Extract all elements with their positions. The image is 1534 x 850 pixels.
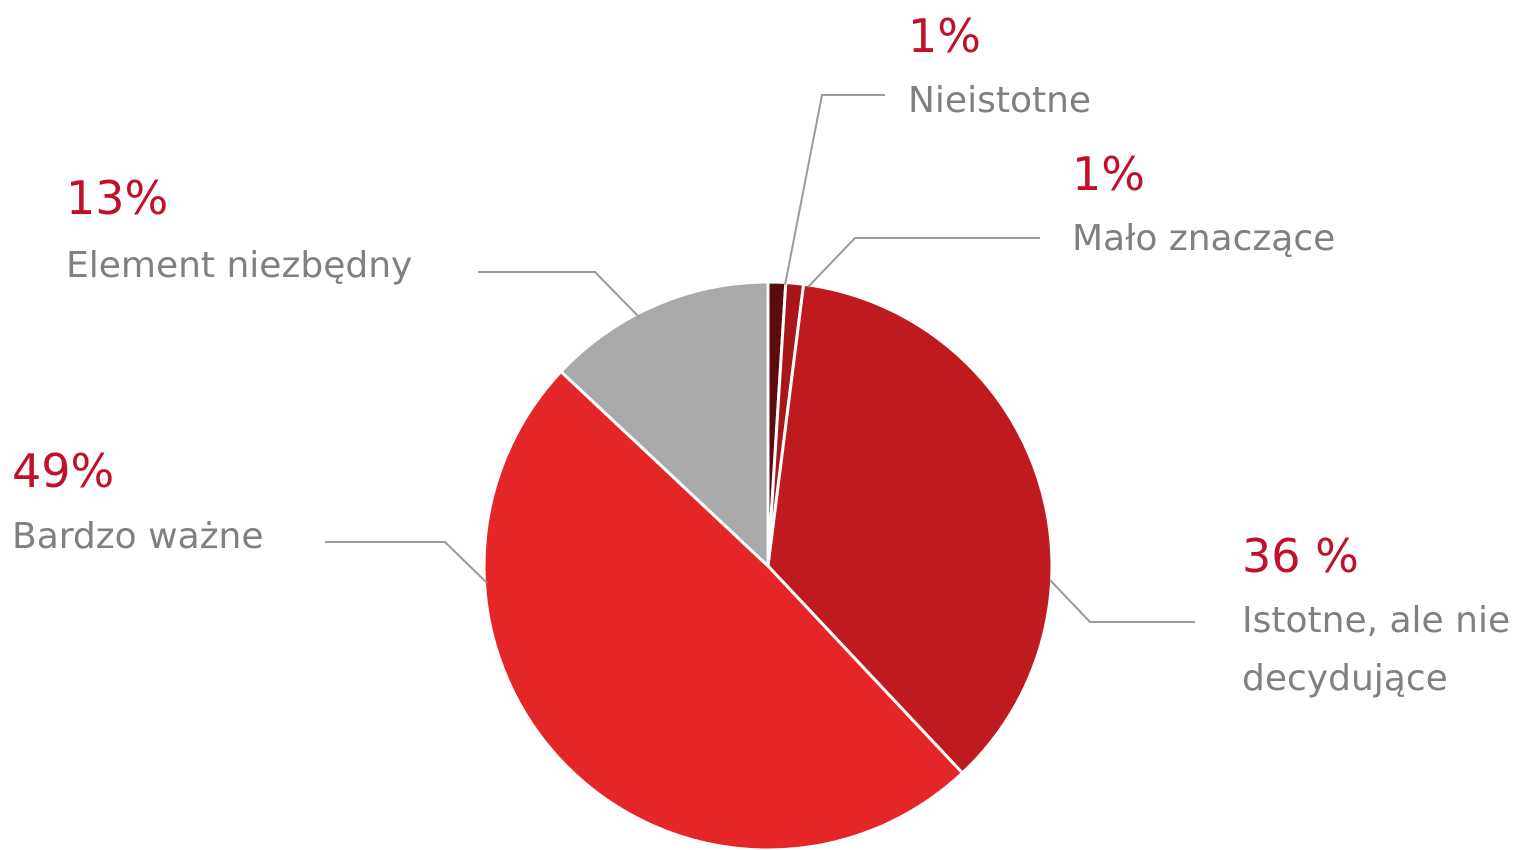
leader-line	[784, 94, 885, 286]
pie-slice	[558, 280, 770, 570]
slice-name-label: Bardzo ważne	[12, 516, 264, 557]
pie-slice	[482, 369, 965, 850]
leader-line	[478, 271, 641, 319]
slice-name-label: Element niezbędny	[66, 245, 413, 286]
slice-name-label: Istotne, ale nie decydujące	[1242, 600, 1511, 699]
slice-value-label: 49%	[12, 444, 115, 498]
leader-line	[807, 237, 1040, 288]
slice-value-label: 1%	[908, 9, 981, 63]
leader-line	[325, 541, 488, 584]
slice-name-label: Mało znaczące	[1072, 218, 1336, 259]
slice-value-label: 1%	[1072, 147, 1145, 201]
slice-value-label: 13%	[66, 171, 169, 225]
leader-line	[1049, 579, 1195, 623]
slice-name-label: Nieistotne	[908, 80, 1092, 121]
slice-value-label: 36 %	[1242, 529, 1359, 583]
pie-slice	[766, 282, 1054, 776]
